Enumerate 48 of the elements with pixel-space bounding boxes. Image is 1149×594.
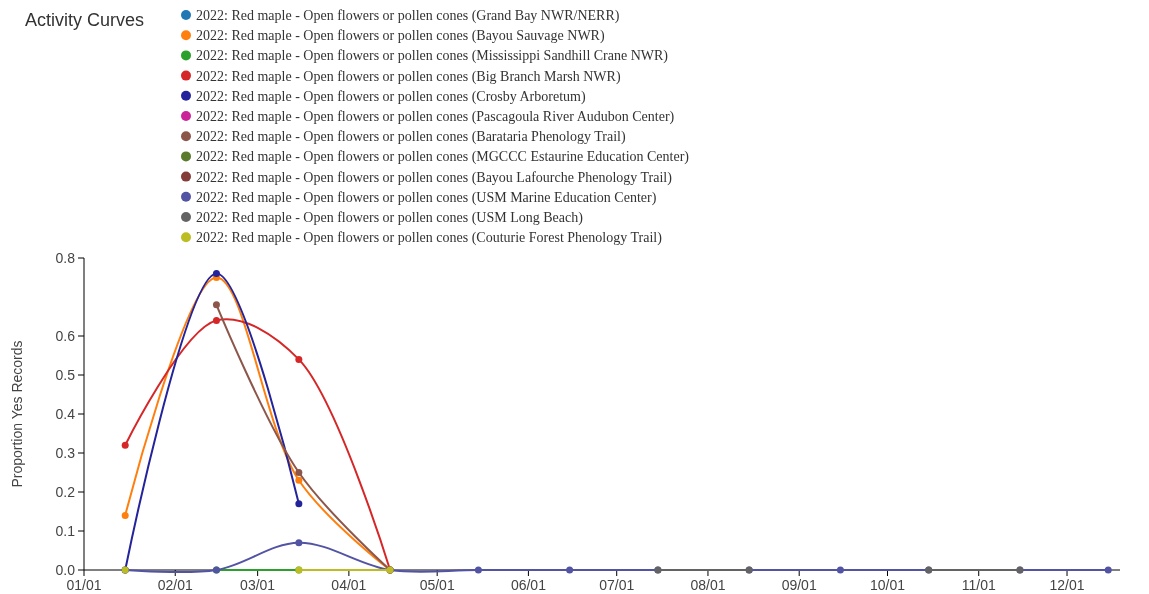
point <box>212 316 220 324</box>
point <box>295 500 303 508</box>
x-tick-label: 04/01 <box>331 577 367 593</box>
x-tick-label: 08/01 <box>690 577 726 593</box>
x-tick-label: 01/01 <box>66 577 102 593</box>
y-tick-label: 0.8 <box>55 250 76 266</box>
point <box>295 476 303 484</box>
point <box>295 355 303 363</box>
y-tick-label: 0.1 <box>55 523 76 539</box>
legend-label: 2022: Red maple - Open flowers or pollen cones (Grand Bay NWR/NERR) <box>196 8 620 24</box>
y-tick-label: 0.2 <box>55 484 76 500</box>
y-tick-label: 0.4 <box>55 406 76 422</box>
x-tick-label: 07/01 <box>599 577 635 593</box>
point <box>836 566 844 574</box>
legend-label: 2022: Red maple - Open flowers or pollen cones (Crosby Arboretum) <box>196 88 586 105</box>
x-tick-label: 03/01 <box>240 577 276 593</box>
legend-label: 2022: Red maple - Open flowers or pollen cones (MGCCC Estaurine Education Center) <box>196 149 690 166</box>
x-tick-label: 12/01 <box>1049 577 1085 593</box>
point <box>295 539 303 547</box>
point <box>566 566 574 574</box>
point <box>295 469 303 476</box>
legend-label: 2022: Red maple - Open flowers or pollen cones (Bayou Sauvage NWR) <box>196 28 605 45</box>
legend-label: 2022: Red maple - Open flowers or pollen cones (Bayou Lafourche Phenology Trail) <box>196 169 673 186</box>
legend-label: 2022: Red maple - Open flowers or pollen cones (USM Marine Education Center) <box>196 189 657 206</box>
y-tick-label: 0.6 <box>55 328 76 344</box>
chart-title: Activity Curves <box>25 10 145 30</box>
point <box>212 301 220 309</box>
point <box>474 566 482 574</box>
y-tick-label: 0.0 <box>55 562 76 578</box>
y-tick-label: 0.3 <box>55 445 76 461</box>
y-tick-label: 0.5 <box>55 367 76 383</box>
point <box>121 441 129 449</box>
legend-label: 2022: Red maple - Open flowers or pollen cones (USM Long Beach) <box>196 210 584 226</box>
point <box>212 270 220 278</box>
legend-label: 2022: Red maple - Open flowers or pollen cones (Couturie Forest Phenology Trail) <box>196 230 663 247</box>
x-tick-label: 09/01 <box>781 577 817 593</box>
x-tick-label: 06/01 <box>510 577 547 593</box>
legend-label: 2022: Red maple - Open flowers or pollen cones (Barataria Phenology Trail) <box>196 129 626 146</box>
x-tick-label: 11/01 <box>961 577 996 593</box>
point <box>121 511 129 519</box>
y-axis-title: Proportion Yes Records <box>9 340 25 488</box>
x-tick-label: 10/01 <box>869 577 906 593</box>
legend-label: 2022: Red maple - Open flowers or pollen cones (Pascagoula River Audubon Center) <box>196 109 675 125</box>
legend-label: 2022: Red maple - Open flowers or pollen cones (Mississippi Sandhill Crane NWR) <box>196 48 669 65</box>
x-tick-label: 02/01 <box>157 577 193 593</box>
legend-label: 2022: Red maple - Open flowers or pollen cones (Big Branch Marsh NWR) <box>196 68 621 85</box>
x-tick-label: 05/01 <box>419 577 455 593</box>
point <box>1104 566 1112 574</box>
